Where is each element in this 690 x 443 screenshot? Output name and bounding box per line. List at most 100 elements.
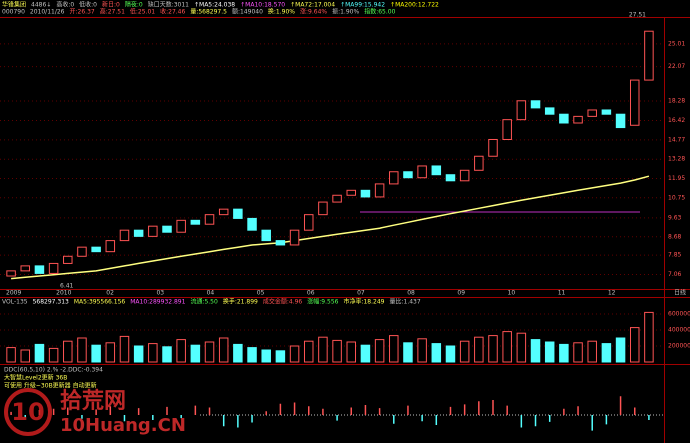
candle	[417, 165, 427, 179]
volume-bar	[431, 343, 442, 363]
info-item: 换手:21.899	[223, 298, 258, 306]
ma-line	[11, 175, 650, 280]
candle	[48, 262, 59, 274]
info-item: ↑MA99:15.942	[340, 2, 385, 9]
candle	[615, 113, 626, 129]
info-item: 流通:5.50	[190, 298, 218, 306]
info-item: 低收:0	[79, 1, 97, 9]
candle	[34, 265, 45, 274]
info-item: 高:27.51	[100, 8, 125, 16]
candle	[332, 194, 342, 203]
volume-bar	[601, 343, 612, 363]
candle	[374, 183, 385, 198]
candle	[303, 214, 314, 231]
y-tick-label: 9.63	[668, 214, 682, 221]
volume-bar	[119, 335, 130, 363]
candle	[233, 208, 243, 219]
volume-bar	[559, 343, 569, 363]
info-item: 收:27.46	[160, 8, 185, 16]
candle	[105, 240, 116, 253]
volume-bar	[20, 349, 31, 363]
volume-bar	[289, 345, 300, 363]
info-item: 缺口天数:3011	[148, 1, 189, 9]
volume-bar	[133, 345, 144, 363]
high-marker: 27.51	[629, 12, 646, 19]
volume-bar	[587, 340, 597, 363]
volume-bar	[63, 340, 73, 363]
volume-bar	[374, 339, 385, 363]
candle	[488, 138, 498, 157]
period-label: 日线	[674, 289, 686, 297]
info-item: ↑MA200:12.722	[390, 2, 439, 9]
volume-bar	[148, 343, 158, 363]
info-item: 高收:0	[56, 1, 74, 9]
candle	[445, 174, 456, 182]
x-tick-label: 2010	[56, 290, 71, 297]
candle	[148, 225, 158, 237]
candle	[474, 155, 484, 171]
volume-bar	[303, 340, 314, 363]
info-item: 换:1.90%	[268, 8, 295, 16]
volume-bar	[204, 341, 215, 363]
watermark-logo-text: 10	[11, 398, 44, 426]
candle	[289, 229, 300, 246]
info-item: ↑MA10:18.570	[240, 2, 285, 9]
macd-note: 大智慧Level2更新 36B	[4, 374, 67, 382]
x-tick-label: 10	[508, 290, 516, 297]
volume-bar	[346, 341, 357, 363]
volume-bar	[190, 344, 201, 363]
volume-bar	[474, 336, 484, 363]
volume-bar	[544, 341, 555, 363]
y-tick-label: 10.75	[668, 194, 685, 201]
volume-bar	[459, 340, 470, 363]
candle	[91, 246, 101, 253]
candle	[218, 208, 229, 216]
candle	[559, 113, 569, 124]
info-item: VOL-135	[2, 299, 28, 306]
volume-bar	[629, 327, 640, 363]
candle	[431, 165, 442, 176]
candle	[275, 240, 286, 246]
candle	[502, 119, 512, 140]
macd-note: 可使用 升级~30B更新器 自动更新	[4, 382, 97, 390]
y-tick-label: 7.85	[668, 252, 682, 259]
info-item: 低:25.01	[130, 8, 155, 16]
x-tick-label: 06	[307, 290, 315, 297]
volume-bar	[332, 339, 342, 363]
volume-bar	[615, 337, 626, 363]
y-tick-label: 22.07	[668, 63, 685, 70]
info-item: 开:26.37	[70, 9, 95, 16]
info-item: 额:149040	[232, 8, 263, 16]
candle	[204, 214, 215, 225]
info-item: 成交金额:4.96	[263, 298, 303, 306]
volume-bar	[488, 335, 498, 363]
candle	[587, 109, 597, 117]
volume-bar	[176, 339, 186, 363]
volume-bar	[34, 343, 45, 363]
info-item: 2010/11/26	[30, 9, 65, 16]
y-tick-label: 11.95	[668, 175, 685, 182]
candle	[573, 115, 583, 124]
x-tick-label: 09	[457, 290, 465, 297]
candle	[190, 219, 201, 225]
volume-bar	[573, 342, 583, 363]
watermark: 10 拾荒网 10Huang.CN	[4, 388, 186, 436]
info-item: 568297.313	[33, 299, 69, 306]
volume-bar	[77, 337, 87, 363]
y-tick-label: 400000	[668, 327, 690, 334]
info-item: MA5:395566.156	[74, 299, 126, 306]
y-tick-label: 600000	[668, 311, 690, 318]
info-item: 涨幅:9.556	[307, 298, 338, 306]
info-item: 新日:0	[102, 1, 120, 9]
candle	[63, 255, 73, 264]
candle	[516, 100, 527, 121]
candle	[644, 30, 654, 81]
x-tick-label: 03	[156, 290, 164, 297]
candle	[162, 225, 172, 233]
volume-bar	[6, 347, 16, 363]
info-item: 000790	[2, 9, 25, 16]
y-tick-label: 16.42	[668, 117, 685, 124]
candle	[360, 189, 371, 198]
macd-header: DDC(60,5,10) 2.% -2.DDC:-0.394	[4, 367, 103, 374]
